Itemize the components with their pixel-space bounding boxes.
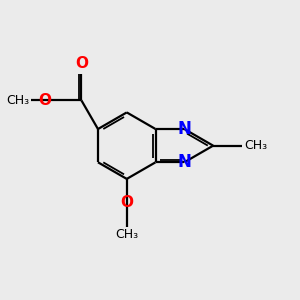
Text: N: N [177,120,191,138]
Text: CH₃: CH₃ [6,94,29,107]
Text: CH₃: CH₃ [244,139,268,152]
Text: O: O [38,93,51,108]
Text: N: N [177,153,191,171]
Text: O: O [75,56,88,71]
Text: CH₃: CH₃ [115,228,138,241]
Text: O: O [120,195,133,210]
